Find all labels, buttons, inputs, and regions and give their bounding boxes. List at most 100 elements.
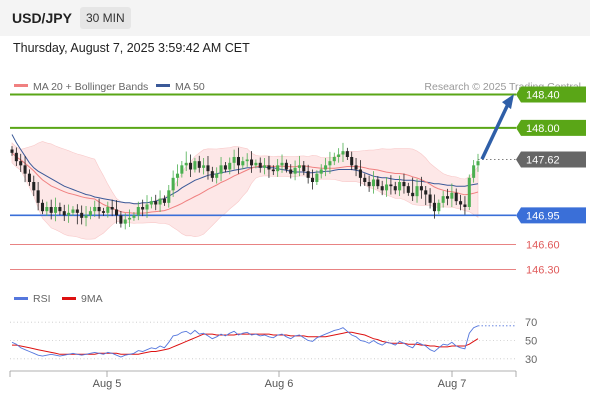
level-tag-147.62 xyxy=(516,151,586,168)
candle-body xyxy=(415,186,419,197)
candle-body xyxy=(419,186,423,191)
level-label-148.00: 148.00 xyxy=(526,123,560,135)
candle-body xyxy=(75,209,79,213)
level-tag-148.40 xyxy=(516,86,586,103)
candle-body xyxy=(341,151,345,155)
candle-body xyxy=(114,209,119,216)
candle-body xyxy=(280,162,284,166)
candle-body xyxy=(193,161,197,170)
candle-body xyxy=(162,198,166,203)
candle-body xyxy=(197,161,201,168)
candle-body xyxy=(19,161,23,166)
candle-body xyxy=(263,165,267,168)
candle-body xyxy=(385,184,389,191)
candle-body xyxy=(106,207,110,213)
candle-body xyxy=(45,207,49,212)
candle-body xyxy=(184,162,188,166)
candle-body xyxy=(101,211,105,213)
candle-body xyxy=(167,190,171,203)
level-tag-148.00 xyxy=(516,119,586,136)
level-tag-146.95 xyxy=(516,207,586,224)
candle-body xyxy=(123,219,127,224)
rsi-tick-50: 50 xyxy=(525,336,537,348)
projection-arrow xyxy=(480,103,510,160)
candle-body xyxy=(232,157,236,163)
candle-body xyxy=(36,190,40,203)
x-axis: Aug 5 Aug 6 Aug 7 xyxy=(9,370,517,390)
candle-body xyxy=(393,186,397,191)
candle-body xyxy=(136,207,140,216)
candle-body xyxy=(319,169,323,174)
candle-body xyxy=(302,165,306,172)
level-label-146.30: 146.30 xyxy=(526,265,560,277)
rsi-line xyxy=(11,325,479,358)
rsi-ma-legend-swatch xyxy=(62,297,76,300)
candle-body xyxy=(402,182,406,187)
price-chart: 148.40 148.00 147.62 146.95 146.60 146.30 xyxy=(10,86,586,277)
candle-body xyxy=(158,198,162,205)
ma50-legend-label: MA 50 xyxy=(175,81,205,93)
candle-body xyxy=(84,215,88,218)
candle-body xyxy=(210,171,214,178)
candle-body xyxy=(58,207,62,212)
candle-body xyxy=(337,154,341,157)
candle-body xyxy=(354,165,358,170)
candle-body xyxy=(424,190,428,195)
candle-body xyxy=(23,165,27,174)
candle-body xyxy=(97,207,101,212)
candle-body xyxy=(141,207,145,210)
top-bar: USD/JPY 30 MIN xyxy=(0,0,590,36)
symbol-label: USD/JPY xyxy=(12,10,72,26)
candle-body xyxy=(119,215,123,224)
candle-body xyxy=(250,159,254,166)
projection-arrow-head xyxy=(502,94,514,110)
candle-body xyxy=(432,202,436,212)
candle-body xyxy=(332,157,336,162)
candle-body xyxy=(389,184,393,187)
timeframe-button[interactable]: 30 MIN xyxy=(80,7,131,29)
candle-body xyxy=(267,165,271,170)
candle-body xyxy=(380,186,384,191)
candle-body xyxy=(350,157,354,166)
candle-body xyxy=(472,165,476,178)
candle-body xyxy=(228,162,232,170)
candle-body xyxy=(71,209,75,213)
candle-body xyxy=(258,162,262,168)
candle-body xyxy=(411,192,415,197)
candle-body xyxy=(289,169,293,174)
candle-body xyxy=(428,194,432,203)
ma20-line xyxy=(11,152,479,214)
x-axis-label: Aug 5 xyxy=(93,378,122,390)
rsi-legend-label: RSI xyxy=(33,293,51,305)
candle-body xyxy=(371,179,376,187)
candle-body xyxy=(454,192,458,202)
ma50-legend-swatch xyxy=(156,84,170,87)
candle-body xyxy=(175,173,180,178)
candle-body xyxy=(154,201,158,205)
candle-body xyxy=(80,212,84,218)
level-label-147.62: 147.62 xyxy=(526,155,560,167)
x-axis-label: Aug 6 xyxy=(265,378,294,390)
x-axis-label: Aug 7 xyxy=(438,378,467,390)
candle-body xyxy=(367,182,371,187)
candle-body xyxy=(93,207,97,212)
candle-body xyxy=(376,179,380,187)
candle-body xyxy=(10,149,14,153)
candle-body xyxy=(315,173,319,182)
candle-body xyxy=(206,165,210,172)
level-label-146.95: 146.95 xyxy=(526,210,560,222)
candle-body xyxy=(88,211,92,216)
datetime-label: Thursday, August 7, 2025 3:59:42 AM CET xyxy=(13,41,250,55)
ma20-legend-label: MA 20 + Bollinger Bands xyxy=(33,81,148,93)
candle-body xyxy=(128,217,132,220)
rsi-tick-70: 70 xyxy=(525,317,537,329)
candle-body xyxy=(202,165,206,168)
candle-body xyxy=(284,162,288,170)
candle-body xyxy=(236,157,240,166)
candle-body xyxy=(219,165,223,174)
candle-body xyxy=(363,177,367,182)
rsi-ma-legend-label: 9MA xyxy=(81,293,103,305)
rsi-ma-line xyxy=(12,331,479,355)
rsi-chart: 70 50 30 xyxy=(10,317,537,366)
